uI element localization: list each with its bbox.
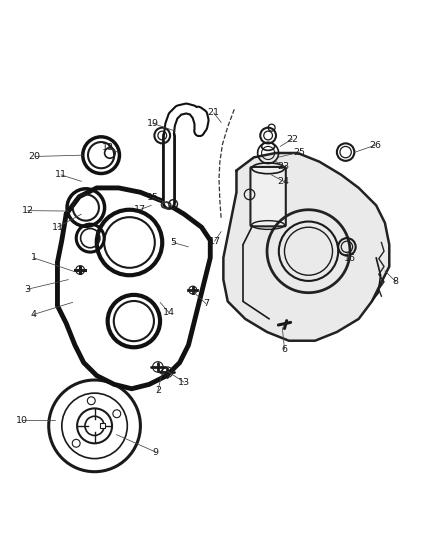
Text: 15: 15 [147,193,159,202]
Text: 20: 20 [29,152,41,161]
Text: 13: 13 [178,378,190,387]
Text: 7: 7 [203,299,209,308]
Text: 17: 17 [208,237,221,246]
Text: 1: 1 [30,253,36,262]
Text: 8: 8 [393,277,399,286]
FancyBboxPatch shape [251,167,286,227]
Text: 24: 24 [278,177,290,186]
Polygon shape [223,153,389,341]
Text: 3: 3 [25,285,31,294]
Text: 25: 25 [294,148,306,157]
Text: 18: 18 [102,143,114,152]
Text: 23: 23 [278,161,290,171]
Text: 19: 19 [147,119,159,128]
Text: 21: 21 [208,108,220,117]
Text: 11: 11 [51,223,64,232]
Text: 14: 14 [163,308,175,317]
Text: 9: 9 [153,448,159,457]
Text: 17: 17 [134,205,145,214]
Text: 22: 22 [286,134,298,143]
Text: 26: 26 [369,141,381,150]
Text: 16: 16 [344,254,356,263]
Text: 6: 6 [282,345,287,354]
Text: 5: 5 [170,238,176,247]
Text: 10: 10 [16,416,28,425]
Text: 11: 11 [55,171,67,179]
Text: 12: 12 [22,206,34,215]
Text: 2: 2 [155,386,161,395]
FancyBboxPatch shape [100,423,105,429]
Text: 4: 4 [30,310,36,319]
